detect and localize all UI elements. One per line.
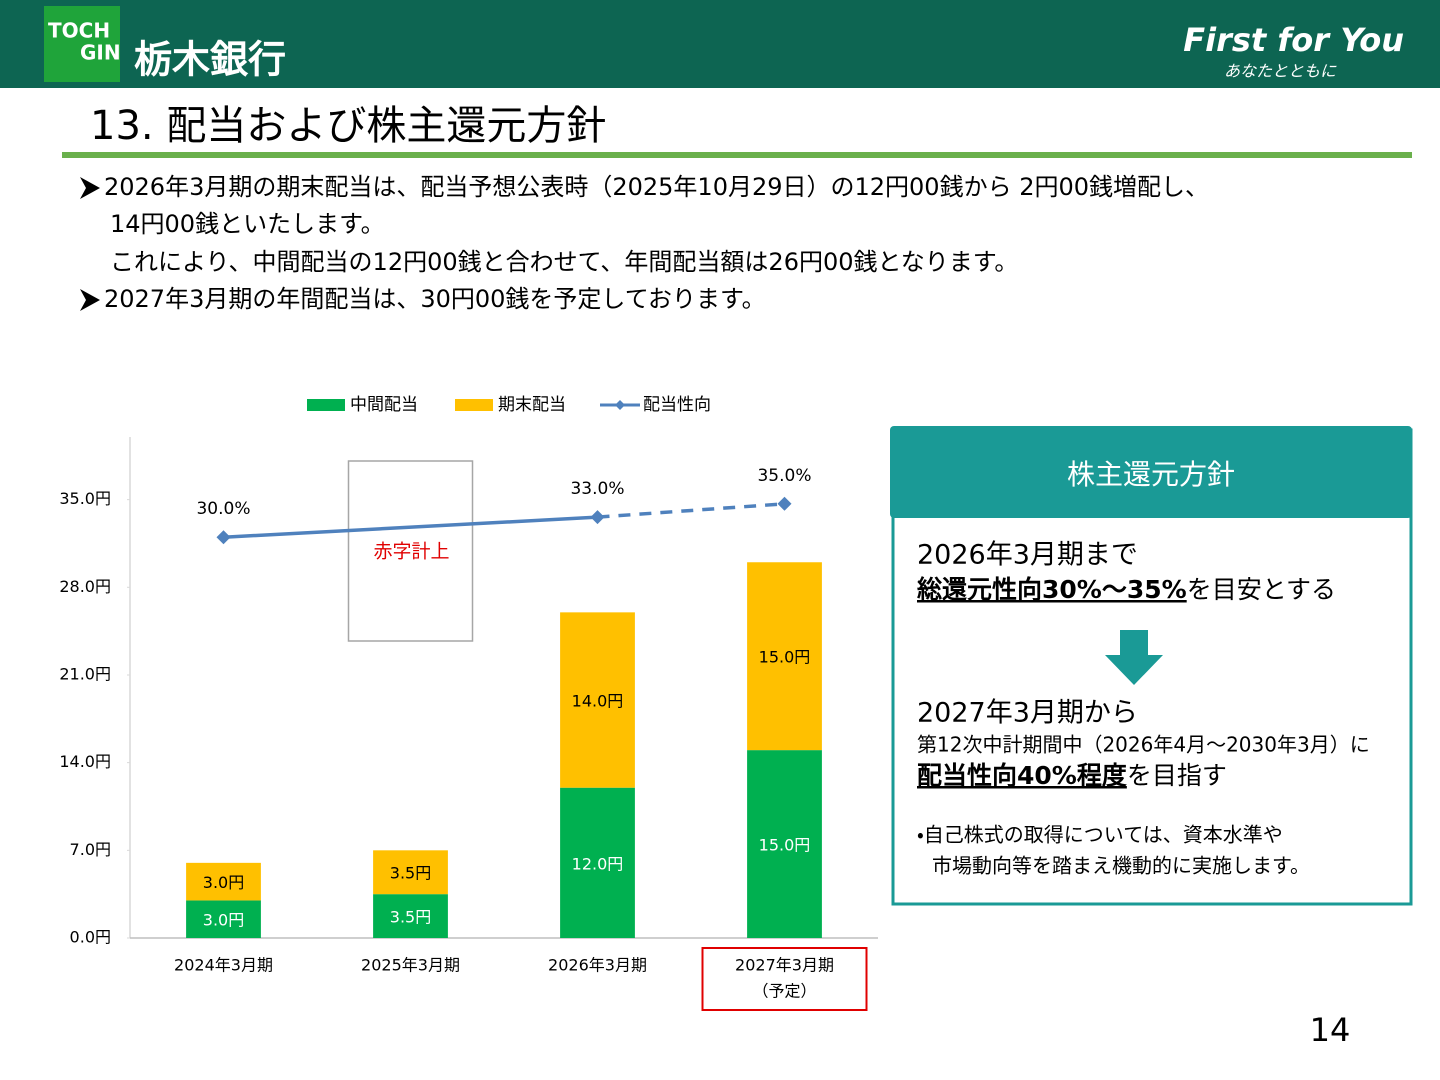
logo-text: GIN bbox=[80, 41, 121, 65]
policy-text: を目安とする bbox=[1187, 575, 1336, 604]
bullet-text: 14円00銭といたします。 bbox=[110, 210, 385, 238]
slogan: First for You bbox=[1183, 21, 1404, 59]
line-segment bbox=[223, 515, 598, 539]
policy-note: 市場動向等を踏まえ機動的に実施します。 bbox=[932, 854, 1310, 878]
policy-text: 2027年3月期から bbox=[917, 698, 1138, 729]
y-tick-label: 14.0円 bbox=[59, 752, 111, 771]
legend-label: 配当性向 bbox=[643, 395, 711, 415]
x-tick-label: 2027年3月期 bbox=[735, 956, 834, 975]
policy-note: ・自己株式の取得については、資本水準や bbox=[917, 823, 1283, 847]
line-marker bbox=[777, 496, 792, 511]
policy-text: 第12次中計期間中（2026年4月～2030年3月）に bbox=[917, 733, 1370, 757]
bullet-text: これにより、中間配当の12円00銭と合わせて、年間配当額は26円00銭となります… bbox=[110, 248, 1018, 276]
bar-label: 3.5円 bbox=[390, 864, 431, 883]
page-number: 14 bbox=[1310, 1011, 1351, 1049]
bar bbox=[747, 562, 822, 751]
line-label: 35.0% bbox=[757, 466, 811, 486]
y-tick-label: 7.0円 bbox=[70, 840, 111, 859]
bar bbox=[373, 850, 448, 895]
logo-box bbox=[44, 6, 120, 82]
legend-marker bbox=[615, 400, 625, 410]
title-rule bbox=[62, 152, 1412, 158]
y-tick-label: 0.0円 bbox=[70, 928, 111, 947]
bullet-text: 2027年3月期の年間配当は、30円00銭を予定しております。 bbox=[104, 285, 766, 313]
header-bar bbox=[0, 0, 1440, 88]
policy-text: を目指す bbox=[1127, 761, 1227, 790]
line-label: 33.0% bbox=[570, 479, 624, 499]
slide-title: 13. 配当および株主還元方針 bbox=[90, 103, 606, 149]
policy-title: 株主還元方針 bbox=[1067, 458, 1235, 491]
bar bbox=[186, 900, 261, 938]
bar bbox=[186, 862, 261, 901]
x-tick-label: 2025年3月期 bbox=[361, 956, 460, 975]
legend-label: 中間配当 bbox=[350, 395, 418, 415]
policy-text: 2026年3月期まで bbox=[917, 540, 1138, 571]
bar-label: 15.0円 bbox=[759, 648, 811, 667]
bar-label: 15.0円 bbox=[759, 836, 811, 855]
bar-label: 14.0円 bbox=[572, 692, 624, 711]
x-tick-note: （予定） bbox=[752, 982, 816, 1001]
bar bbox=[560, 787, 635, 938]
legend-swatch bbox=[455, 399, 493, 411]
bullet-arrow bbox=[80, 289, 100, 311]
bullet-text: 2026年3月期の期末配当は、配当予想公表時（2025年10月29日）の12円0… bbox=[104, 173, 1209, 201]
bar-label: 3.0円 bbox=[203, 911, 244, 930]
bar bbox=[373, 894, 448, 938]
y-tick-label: 35.0円 bbox=[59, 489, 111, 508]
logo-text: TOCH bbox=[48, 19, 110, 43]
y-tick-label: 21.0円 bbox=[59, 664, 111, 683]
line-label: 30.0% bbox=[196, 499, 250, 519]
legend-label: 期末配当 bbox=[498, 395, 566, 415]
x-tick-label: 2024年3月期 bbox=[174, 956, 273, 975]
forecast-frame bbox=[701, 947, 868, 1011]
policy-box: 株主還元方針 2026年3月期まで 総還元性向30%～35%を目安とする 202… bbox=[890, 426, 1413, 906]
policy-text: 総還元性向30%～35%を目安とする bbox=[917, 575, 1336, 604]
bar bbox=[747, 750, 822, 938]
bar-label: 3.5円 bbox=[390, 908, 431, 927]
legend-swatch bbox=[307, 399, 345, 411]
annotation-box bbox=[347, 460, 474, 642]
line-marker bbox=[590, 510, 605, 525]
slogan-sub: あなたとともに bbox=[1224, 62, 1337, 81]
bank-name: 栃木銀行 bbox=[134, 38, 286, 82]
bullet-arrow bbox=[80, 177, 100, 199]
line-segment bbox=[597, 502, 785, 519]
y-tick-label: 28.0円 bbox=[59, 577, 111, 596]
bar-label: 3.0円 bbox=[203, 873, 244, 892]
bar-label: 12.0円 bbox=[572, 854, 624, 873]
policy-target: 総還元性向30%～35% bbox=[917, 575, 1187, 604]
policy-text: 配当性向40%程度を目指す bbox=[917, 761, 1227, 790]
policy-header bbox=[890, 426, 1412, 518]
bar bbox=[560, 612, 635, 788]
x-tick-label: 2026年3月期 bbox=[548, 956, 647, 975]
down-arrow bbox=[1105, 630, 1163, 685]
line-marker bbox=[216, 530, 231, 545]
policy-target: 配当性向40%程度 bbox=[917, 761, 1127, 790]
annotation: 赤字計上 bbox=[373, 541, 449, 563]
